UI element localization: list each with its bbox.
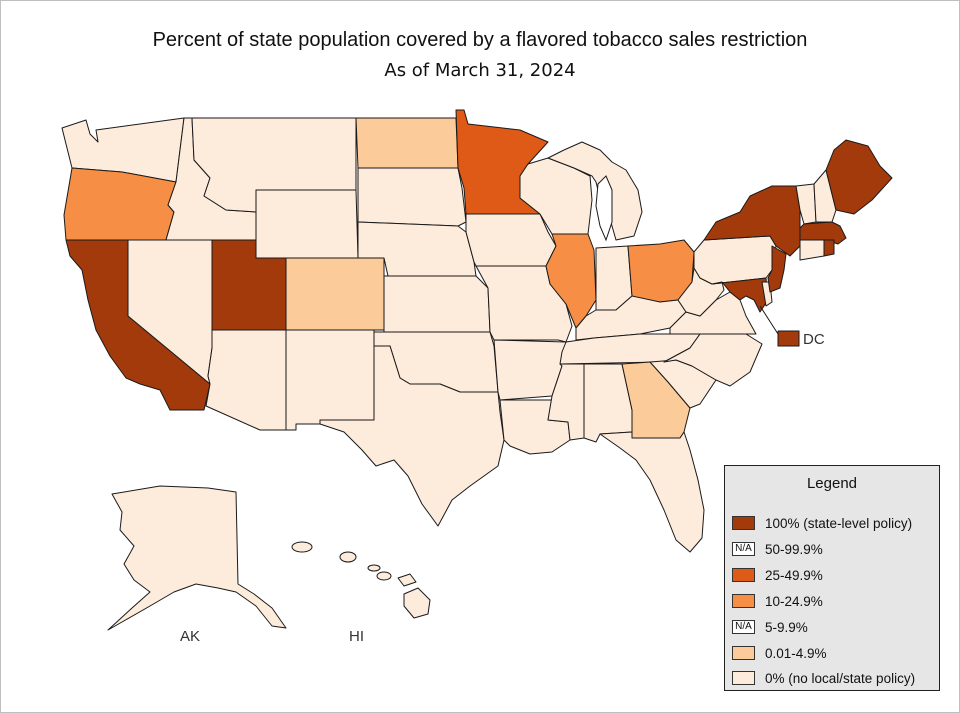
- state-kansas: [383, 275, 491, 333]
- state-montana: [191, 117, 357, 213]
- state-wyoming: [255, 189, 359, 259]
- state-arizona: [205, 329, 287, 431]
- state-michigan: [547, 141, 643, 241]
- state-colorado: [285, 257, 385, 331]
- map-title: Percent of state population covered by a…: [152, 29, 808, 51]
- legend: Legend 100% (state-level policy) N/A 50-99…: [724, 465, 940, 691]
- dc-callout-line: [759, 305, 779, 335]
- state-maine: [825, 139, 893, 215]
- state-texas: [319, 345, 505, 527]
- legend-label: 0% (no local/state policy): [765, 670, 916, 686]
- dc-label: DC: [803, 331, 825, 348]
- state-florida: [599, 431, 705, 553]
- state-south-dakota: [357, 167, 467, 227]
- state-north-carolina: [663, 333, 763, 387]
- legend-item: 10-24.9%: [732, 592, 823, 610]
- legend-label: 10-24.9%: [765, 593, 823, 609]
- legend-item: 0.01-4.9%: [732, 644, 827, 662]
- legend-label: 25-49.9%: [765, 567, 823, 583]
- hawaii-label: HI: [349, 628, 364, 645]
- state-district-of-columbia: [777, 330, 800, 347]
- legend-swatch: [732, 516, 755, 530]
- legend-label: 100% (state-level policy): [765, 515, 913, 531]
- state-new-jersey: [767, 245, 787, 293]
- state-new-hampshire: [813, 169, 837, 223]
- state-connecticut: [799, 239, 825, 261]
- legend-item: 100% (state-level policy): [732, 514, 912, 532]
- legend-item: 0% (no local/state policy): [732, 669, 915, 687]
- legend-label: 50-99.9%: [765, 541, 823, 557]
- alaska-label: AK: [180, 628, 200, 645]
- state-new-mexico: [285, 329, 375, 431]
- legend-title: Legend: [806, 475, 858, 492]
- legend-item: N/A 5-9.9%: [732, 618, 808, 636]
- state-iowa: [465, 213, 557, 267]
- legend-swatch: [732, 568, 755, 582]
- state-pennsylvania: [693, 235, 777, 285]
- state-wisconsin: [519, 157, 593, 235]
- legend-label: 5-9.9%: [765, 619, 808, 635]
- state-alaska: [107, 485, 287, 631]
- state-rhode-island: [823, 239, 835, 257]
- legend-item: N/A 50-99.9%: [732, 540, 823, 558]
- lake-michigan-shape: [595, 175, 613, 242]
- legend-label: 0.01-4.9%: [765, 645, 827, 661]
- state-oregon: [63, 167, 177, 241]
- map-subtitle: As of March 31, 2024: [384, 60, 576, 81]
- legend-swatch: N/A: [732, 620, 755, 634]
- state-vermont: [795, 183, 817, 225]
- legend-swatch: [732, 671, 755, 685]
- legend-item: 25-49.9%: [732, 566, 823, 584]
- legend-swatch: [732, 594, 755, 608]
- hawaii-islands: [291, 541, 431, 619]
- legend-swatch: [732, 646, 755, 660]
- legend-swatch: N/A: [732, 542, 755, 556]
- state-north-dakota: [355, 117, 459, 169]
